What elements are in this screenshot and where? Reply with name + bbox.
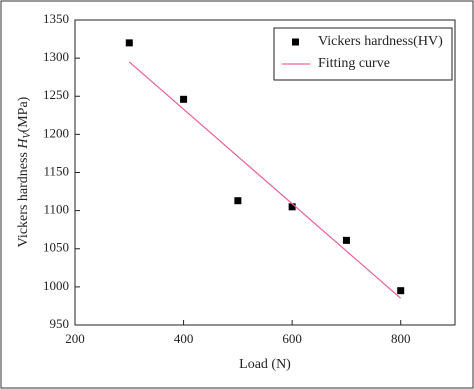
y-tick-label: 1350	[43, 11, 69, 26]
x-tick-label: 800	[391, 331, 411, 346]
point	[342, 236, 350, 244]
point	[180, 95, 188, 103]
x-tick-label: 200	[65, 331, 85, 346]
legend-marker	[292, 38, 299, 46]
x-tick-label: 600	[282, 331, 302, 346]
y-tick-label: 1250	[43, 87, 69, 102]
y-tick-label: 1100	[43, 202, 69, 217]
point	[288, 203, 296, 211]
point	[397, 287, 405, 295]
legend-box	[273, 27, 453, 81]
y-tick-label: 1200	[43, 125, 69, 140]
y-tick-label: 1150	[43, 163, 69, 178]
point	[234, 197, 242, 205]
y-tick-label: 1000	[43, 278, 69, 293]
legend-label: Fitting curve	[318, 56, 390, 71]
y-tick-label: 1300	[43, 49, 69, 64]
y-label-part: Vickers hardness	[16, 149, 31, 248]
y-label-part: H	[16, 138, 31, 150]
fit-line	[128, 61, 402, 299]
legend-label: Vickers hardness(HV)	[318, 34, 443, 49]
y-label-part: (MPa)	[16, 96, 31, 132]
y-tick-label: 1050	[43, 240, 69, 255]
point	[125, 39, 133, 47]
y-axis-label: Vickers hardness HV(MPa)	[16, 96, 33, 247]
x-axis-label: Load (N)	[239, 357, 291, 372]
y-label-part: V	[22, 131, 33, 139]
x-tick-label: 400	[174, 331, 194, 346]
y-tick-label: 950	[50, 316, 70, 331]
